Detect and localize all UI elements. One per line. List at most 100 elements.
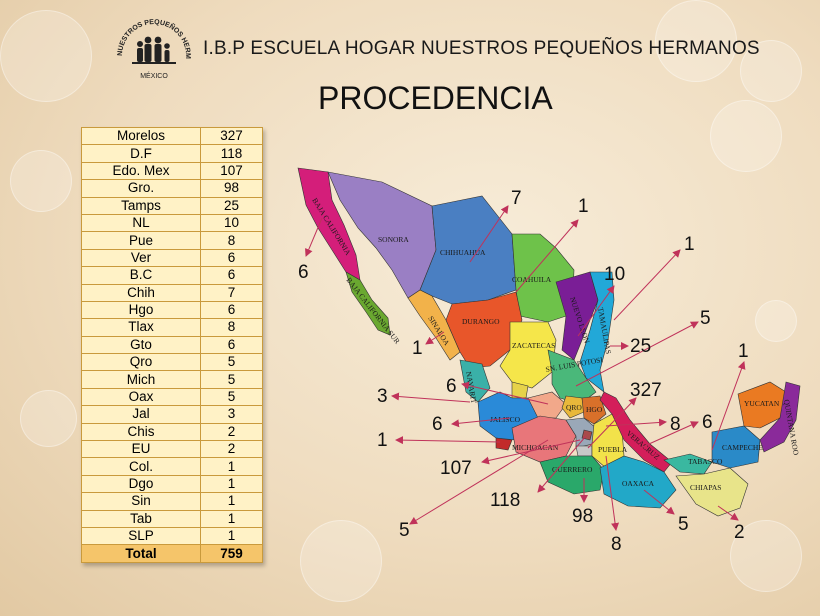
count-cell: 25 [200, 196, 263, 215]
table-row: Sin 1 [81, 492, 263, 511]
table-row: Tab 1 [81, 509, 263, 528]
state-name-cell: Jal [81, 405, 201, 424]
state-name-cell: D.F [81, 144, 201, 163]
total-value: 759 [200, 544, 263, 563]
count-cell: 118 [200, 144, 263, 163]
state-name-cell: Hgo [81, 300, 201, 320]
state-name-cell: Mich [81, 370, 201, 389]
state-label-zacatecas: ZACATECAS [512, 341, 555, 350]
state-name-cell: Col. [81, 457, 201, 476]
state-name-cell: Ver [81, 248, 201, 268]
count-cell: 1 [200, 526, 263, 546]
table-row: Qro 5 [81, 353, 263, 372]
count-cell: 1 [200, 509, 263, 528]
table-row: Hgo 6 [81, 300, 263, 320]
state-label-oaxaca: OAXACA [622, 479, 655, 488]
state-colima [495, 437, 513, 451]
state-label-tabasco: TABASCO [688, 457, 723, 466]
state-quintana-roo [759, 381, 801, 453]
state-label-bcs: BAJA CALIFORNIA SUR [344, 276, 401, 346]
table-row: EU 2 [81, 440, 263, 459]
nph-logo: NUESTROS PEQUEÑOS HERMANOS MÉXICO [112, 6, 191, 80]
state-name-cell: Edo. Mex [81, 161, 201, 181]
callout-guerrero: 98 [572, 506, 593, 527]
background-bokeh [710, 100, 782, 172]
state-label-durango: DURANGO [462, 317, 500, 326]
state-label-guerrero: GUERRERO [552, 465, 593, 474]
state-guanajuato [527, 391, 567, 419]
state-label-jalisco: JALISCO [490, 415, 521, 424]
callout-yucatan: 1 [738, 341, 749, 362]
callout-chihuahua: 7 [511, 188, 522, 209]
table-row: Chih 7 [81, 283, 263, 302]
callout-michoacan: 5 [399, 520, 410, 541]
table-row: Col. 1 [81, 457, 263, 476]
count-cell: 327 [200, 126, 263, 146]
state-zacatecas [499, 321, 557, 389]
state-queretaro [561, 395, 585, 419]
count-cell: 2 [200, 422, 263, 442]
callout-edomex: 107 [440, 458, 472, 479]
callout-arrows [305, 205, 746, 531]
state-name-cell: Sin [81, 492, 201, 511]
background-bokeh [740, 40, 802, 102]
table-row: Gro. 98 [81, 179, 263, 198]
background-bokeh [300, 520, 382, 602]
state-name-cell: Pue [81, 231, 201, 250]
background-bokeh [655, 0, 737, 82]
state-name-cell: Qro [81, 353, 201, 372]
state-label-chihuahua: CHIHUAHUA [440, 248, 486, 257]
state-name-cell: NL [81, 213, 201, 233]
background-bokeh [10, 150, 72, 212]
state-tabasco [663, 453, 713, 475]
state-name-cell: EU [81, 440, 201, 459]
state-morelos [575, 445, 593, 457]
table-row: Ver 6 [81, 248, 263, 268]
state-label-chiapas: CHIAPAS [690, 483, 721, 492]
count-cell: 1 [200, 457, 263, 476]
table-row: Oax 5 [81, 387, 263, 407]
state-label-coahuila: COAHUILA [512, 275, 552, 284]
count-cell: 3 [200, 405, 263, 424]
count-cell: 98 [200, 179, 263, 198]
table-row: Tamps 25 [81, 196, 263, 215]
state-name-cell: Oax [81, 387, 201, 407]
background-bokeh [0, 10, 92, 102]
table-row: SLP 1 [81, 526, 263, 546]
callout-colima: 1 [377, 430, 388, 451]
state-hidalgo [581, 395, 607, 425]
callout-guanajuato: 6 [446, 376, 457, 397]
callout-puebla: 8 [611, 534, 622, 555]
table-row: Dgo 1 [81, 474, 263, 494]
table-row: Pue 8 [81, 231, 263, 250]
count-cell: 5 [200, 387, 263, 407]
table-row: D.F 118 [81, 144, 263, 163]
table-row: Jal 3 [81, 405, 263, 424]
callout-jalisco: 6 [432, 414, 443, 435]
state-label-yucatan: YUCATAN [744, 399, 780, 408]
count-cell: 5 [200, 353, 263, 372]
state-label-campeche: CAMPECHE [722, 443, 763, 452]
callout-df: 118 [490, 490, 520, 511]
table-row: Mich 5 [81, 370, 263, 389]
count-cell: 8 [200, 231, 263, 250]
table-row: B.C 6 [81, 266, 263, 285]
callout-oaxaca: 5 [678, 514, 689, 535]
table-row: NL 10 [81, 213, 263, 233]
state-label-sonora: SONORA [378, 235, 409, 244]
state-label-qro: QRO [566, 403, 582, 412]
logo-mexico-text: MÉXICO [140, 71, 168, 80]
callout-nuevo-leon: 10 [604, 264, 625, 285]
count-cell: 7 [200, 283, 263, 302]
callout-eu: 1 [684, 234, 695, 255]
table-row: Morelos 327 [81, 126, 263, 146]
state-name-cell: Gto [81, 335, 201, 355]
state-label-puebla: PUEBLA [598, 445, 628, 454]
callout-morelos: 327 [630, 380, 662, 401]
state-name-cell: Gro. [81, 179, 201, 198]
state-durango [445, 291, 523, 369]
background-bokeh [20, 390, 77, 447]
total-row: Total 759 [81, 544, 263, 563]
callout-bc: 6 [298, 262, 309, 283]
state-chiapas [675, 467, 749, 517]
